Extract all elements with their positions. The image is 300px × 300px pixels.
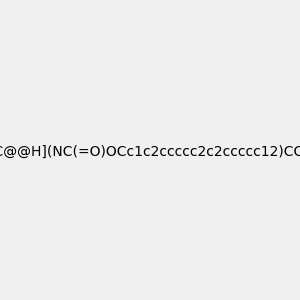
Text: OC(=O)[C@@H](NC(=O)OCc1c2ccccc2c2ccccc12)CCCCCC(C)C: OC(=O)[C@@H](NC(=O)OCc1c2ccccc2c2ccccc12… [0,145,300,158]
